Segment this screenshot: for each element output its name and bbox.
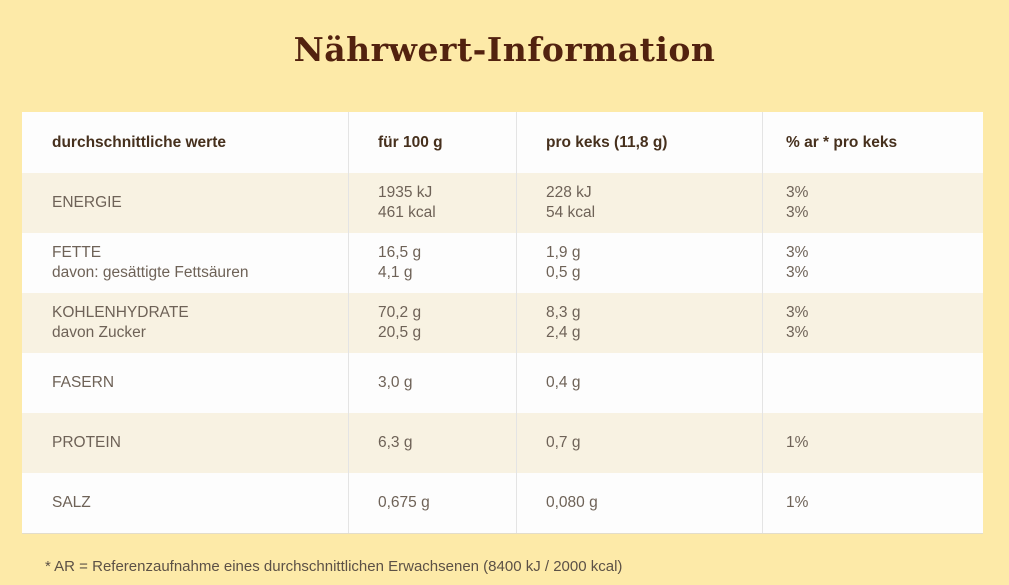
value-line: 1,9 g [546, 244, 581, 261]
value-line: 20,5 g [378, 324, 422, 341]
value-line: 1% [786, 494, 809, 511]
row-label: SALZ [52, 494, 91, 511]
value-line: 3% [786, 204, 809, 221]
value-line: 0,675 g [378, 494, 430, 511]
value-line: 1935 kJ [378, 184, 433, 201]
table-row-protein: PROTEIN 6,3 g 0,7 g 1% [22, 413, 983, 473]
row-label-cell: ENERGIE [22, 173, 348, 233]
value-line: 0,080 g [546, 494, 598, 511]
value-line: 0,7 g [546, 434, 581, 451]
value-line: 70,2 g [378, 304, 422, 321]
column-header-per-100g: für 100 g [348, 112, 516, 173]
value-line: 0,5 g [546, 264, 581, 281]
value-line: 4,1 g [378, 264, 413, 281]
column-header-ar-percent: % ar * pro keks [762, 112, 983, 173]
page-title: Nährwert-Information [293, 30, 716, 69]
value-line: 3% [786, 244, 809, 261]
value-per-100g: 1935 kJ 461 kcal [348, 173, 516, 233]
value-line: 54 kcal [546, 204, 596, 221]
row-label-cell: SALZ [22, 473, 348, 533]
table-row-salz: SALZ 0,675 g 0,080 g 1% [22, 473, 983, 533]
value-line: 3% [786, 264, 809, 281]
value-per-100g: 70,2 g 20,5 g [348, 293, 516, 353]
value-line: 3,0 g [378, 374, 413, 391]
value-line: 2,4 g [546, 324, 581, 341]
row-label: KOHLENHYDRATE [52, 304, 189, 321]
value-ar-percent: 3% 3% [762, 173, 983, 233]
value-per-100g: 0,675 g [348, 473, 516, 533]
value-per-100g: 6,3 g [348, 413, 516, 473]
value-per-100g: 16,5 g 4,1 g [348, 233, 516, 293]
row-sublabel: davon Zucker [52, 324, 146, 341]
table-row-fasern: FASERN 3,0 g 0,4 g [22, 353, 983, 413]
row-label-cell: KOHLENHYDRATE davon Zucker [22, 293, 348, 353]
value-line: 8,3 g [546, 304, 581, 321]
value-line: 0,4 g [546, 374, 581, 391]
table-row-energie: ENERGIE 1935 kJ 461 kcal 228 kJ 54 kcal … [22, 173, 983, 233]
value-line: 3% [786, 304, 809, 321]
value-ar-percent: 3% 3% [762, 293, 983, 353]
row-label: FASERN [52, 374, 115, 391]
column-header-per-keks: pro keks (11,8 g) [516, 112, 762, 173]
value-line: 6,3 g [378, 434, 413, 451]
value-per-keks: 228 kJ 54 kcal [516, 173, 762, 233]
value-ar-percent: 3% 3% [762, 233, 983, 293]
value-line: 3% [786, 184, 809, 201]
value-line: 16,5 g [378, 244, 422, 261]
table-header-row: durchschnittliche werte für 100 g pro ke… [22, 112, 983, 173]
value-per-100g: 3,0 g [348, 353, 516, 413]
row-label-cell: FASERN [22, 353, 348, 413]
nutrition-table: durchschnittliche werte für 100 g pro ke… [22, 112, 983, 534]
row-label: ENERGIE [52, 194, 122, 211]
value-line: 461 kcal [378, 204, 436, 221]
row-sublabel: davon: gesättigte Fettsäuren [52, 264, 249, 281]
value-ar-percent: 1% [762, 413, 983, 473]
value-per-keks: 0,7 g [516, 413, 762, 473]
value-line: 3% [786, 324, 809, 341]
value-per-keks: 0,4 g [516, 353, 762, 413]
row-label-cell: FETTE davon: gesättigte Fettsäuren [22, 233, 348, 293]
table-row-fette: FETTE davon: gesättigte Fettsäuren 16,5 … [22, 233, 983, 293]
value-line: 1% [786, 434, 809, 451]
row-label: PROTEIN [52, 434, 121, 451]
row-label-cell: PROTEIN [22, 413, 348, 473]
column-header-average-values: durchschnittliche werte [52, 133, 226, 151]
value-line: 228 kJ [546, 184, 592, 201]
row-label: FETTE [52, 244, 102, 261]
footnote: * AR = Referenzaufnahme eines durchschni… [45, 558, 623, 575]
value-per-keks: 0,080 g [516, 473, 762, 533]
value-per-keks: 1,9 g 0,5 g [516, 233, 762, 293]
value-ar-percent [762, 353, 983, 413]
value-ar-percent: 1% [762, 473, 983, 533]
value-per-keks: 8,3 g 2,4 g [516, 293, 762, 353]
table-row-kohlenhydrate: KOHLENHYDRATE davon Zucker 70,2 g 20,5 g… [22, 293, 983, 353]
